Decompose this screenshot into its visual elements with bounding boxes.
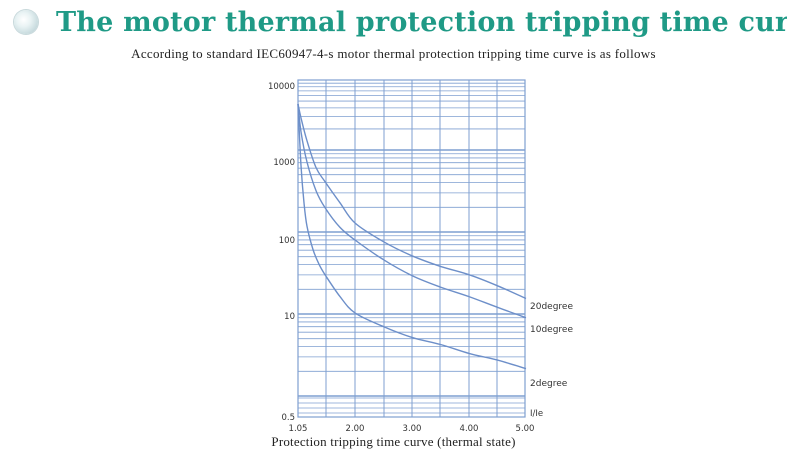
x-axis-label: I/Ie: [530, 409, 543, 419]
x-tick-label: 5.00: [516, 424, 535, 434]
y-tick-label: 1000: [273, 158, 295, 168]
x-tick-label: 1.05: [289, 424, 308, 434]
series-label-2degree: 2degree: [530, 379, 568, 389]
header: The motor thermal protection tripping ti…: [14, 2, 787, 42]
series-line-20degree: [297, 103, 527, 300]
series-label-20degree: 20degree: [530, 302, 573, 312]
series-line-10degree: [297, 103, 527, 319]
series-label-10degree: 10degree: [530, 325, 573, 335]
y-tick-label: 10000: [268, 82, 295, 92]
x-tick-label: 4.00: [460, 424, 479, 434]
chart-subtitle: According to standard IEC60947-4-s motor…: [131, 46, 656, 61]
page-title: The motor thermal protection tripping ti…: [56, 6, 787, 38]
circle-bullet-icon: [14, 10, 38, 34]
chart-caption: Protection tripping time curve (thermal …: [271, 434, 516, 449]
series-line-2degree: [297, 103, 527, 370]
y-tick-label: 10: [284, 312, 295, 322]
x-tick-label: 3.00: [403, 424, 422, 434]
y-tick-label: 100: [279, 236, 295, 246]
y-tick-label: 0.5: [281, 413, 295, 423]
x-tick-label: 2.00: [346, 424, 365, 434]
